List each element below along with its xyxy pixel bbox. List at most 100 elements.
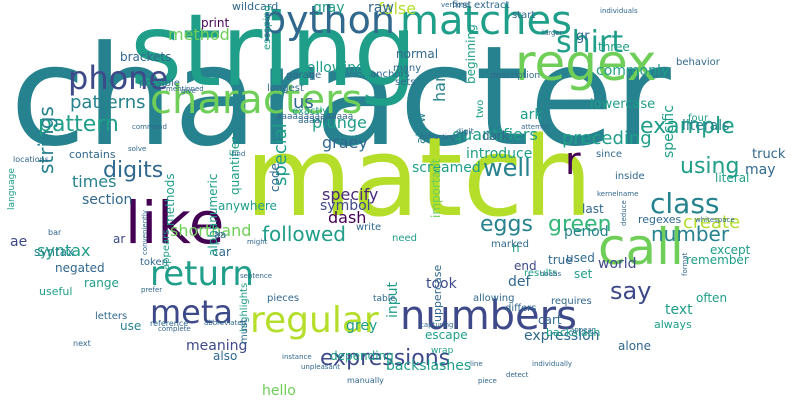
word-backslashes: backslashes <box>386 357 472 374</box>
word-cart: cart <box>538 313 562 328</box>
word-capturing: capturing <box>420 321 454 330</box>
word-end: end <box>514 259 537 274</box>
word-meta: meta <box>150 293 234 332</box>
word-expression: expression <box>524 327 600 344</box>
word-pattern: pattern <box>38 112 119 138</box>
word-abbreviated: abbreviated <box>204 319 247 328</box>
word-find: find <box>232 150 246 159</box>
word-longest: longest <box>267 83 304 94</box>
word-extract: extract <box>474 0 510 11</box>
word-sets: sets <box>395 77 416 88</box>
word-need: need <box>392 233 417 244</box>
word-table: table <box>373 293 396 304</box>
word-first: first <box>452 0 472 11</box>
word-individually: individually <box>532 360 573 369</box>
word-methods: methods <box>163 173 177 226</box>
word-patterns: patterns <box>70 91 146 113</box>
word-aaaah: aaaah <box>298 115 326 126</box>
word-code: code <box>268 163 282 192</box>
word-truck: truck <box>752 146 786 162</box>
word-quantifier: quantifier <box>228 136 242 195</box>
word-wrap: wrap <box>431 345 454 356</box>
word-always: always <box>654 318 692 332</box>
word-many: many <box>393 63 422 74</box>
word-manually: manually <box>347 375 384 385</box>
word-alone: alone <box>618 339 652 354</box>
word-might: might <box>247 238 268 247</box>
word-n: n <box>512 241 520 256</box>
word-section: section <box>82 191 133 208</box>
word-line: line <box>470 360 483 369</box>
word-command: command <box>132 123 167 132</box>
word-set: set <box>574 267 593 282</box>
word-give: give <box>181 87 196 96</box>
word-marked: marked <box>491 239 529 250</box>
word-range: range <box>84 276 119 291</box>
word-results: results <box>524 268 558 279</box>
word-introduce: introduce <box>466 145 533 162</box>
word-grey: grey <box>346 317 378 334</box>
word-lowercase: lowercase <box>590 96 656 112</box>
word-commonly: commonly <box>596 62 670 79</box>
word-escaping: escaping <box>262 5 273 50</box>
word-extracting: extracting <box>420 133 456 142</box>
word-may: may <box>745 161 776 178</box>
word-text: text <box>665 301 693 318</box>
word-dash: dash <box>328 208 367 228</box>
word-uppercase: uppercase <box>431 264 444 322</box>
word-specific: specific <box>661 105 677 158</box>
word-preceding: preceding <box>562 127 652 149</box>
word-like: like <box>125 188 225 257</box>
word-important: important <box>429 158 443 218</box>
word-behavior: behavior <box>676 57 720 68</box>
word-gray: gray <box>313 0 345 16</box>
word-appears: appears <box>161 229 172 270</box>
word-reference: reference <box>150 318 189 328</box>
word-garage: garage <box>286 70 322 81</box>
word-four: four <box>688 113 709 124</box>
word-screamed: screamed <box>412 159 481 176</box>
word-sentence: sentence <box>240 272 273 281</box>
word-attempt: attempt <box>521 123 550 132</box>
word-raw: raw <box>368 0 394 16</box>
word-world: world <box>598 255 637 272</box>
word-complete: complete <box>158 325 191 334</box>
word-aaaaaaaaaaaaaa: aaaaaaaaaaaaaa <box>276 111 354 122</box>
word-period: period <box>564 223 609 240</box>
word-class: class <box>650 186 720 220</box>
word-piece: piece <box>478 377 497 386</box>
word-language: language <box>7 168 17 210</box>
word-say: say <box>610 276 652 305</box>
word-syntax: syntax <box>34 245 75 260</box>
word-escape: escape <box>425 328 468 343</box>
word-eggs: eggs <box>480 212 533 238</box>
word-whitespace: whitespace <box>695 216 735 225</box>
word-letters: letters <box>95 311 128 322</box>
word-depending: depending <box>330 349 394 364</box>
word-alphanumeric: alphanumeric <box>206 173 220 256</box>
word-call: call <box>598 218 684 276</box>
word-dark: dark <box>482 129 509 144</box>
word-anywhere: anywhere <box>218 199 277 214</box>
word-digit: digit <box>456 126 474 136</box>
word-ar: ar <box>113 232 126 247</box>
word-well: well <box>483 153 531 182</box>
word-instance: instance <box>282 353 312 362</box>
word-match: match <box>245 113 593 241</box>
word-bar: bar <box>48 227 62 237</box>
word-example: example <box>640 114 735 140</box>
word-description: description <box>490 70 541 81</box>
word-except: except <box>710 243 751 258</box>
word-string: string <box>130 0 418 109</box>
word-next: next <box>73 338 91 348</box>
word-requires: requires <box>551 296 592 307</box>
word-plunge: plunge <box>312 113 367 133</box>
word-specify: specify <box>322 185 379 205</box>
word-ae: ae <box>10 233 28 250</box>
word-def: def <box>508 273 531 290</box>
word-brackets: brackets <box>120 50 172 65</box>
word-useful: useful <box>39 285 73 299</box>
word-regexes: regexes <box>638 213 682 227</box>
word-digits: digits <box>103 158 164 184</box>
